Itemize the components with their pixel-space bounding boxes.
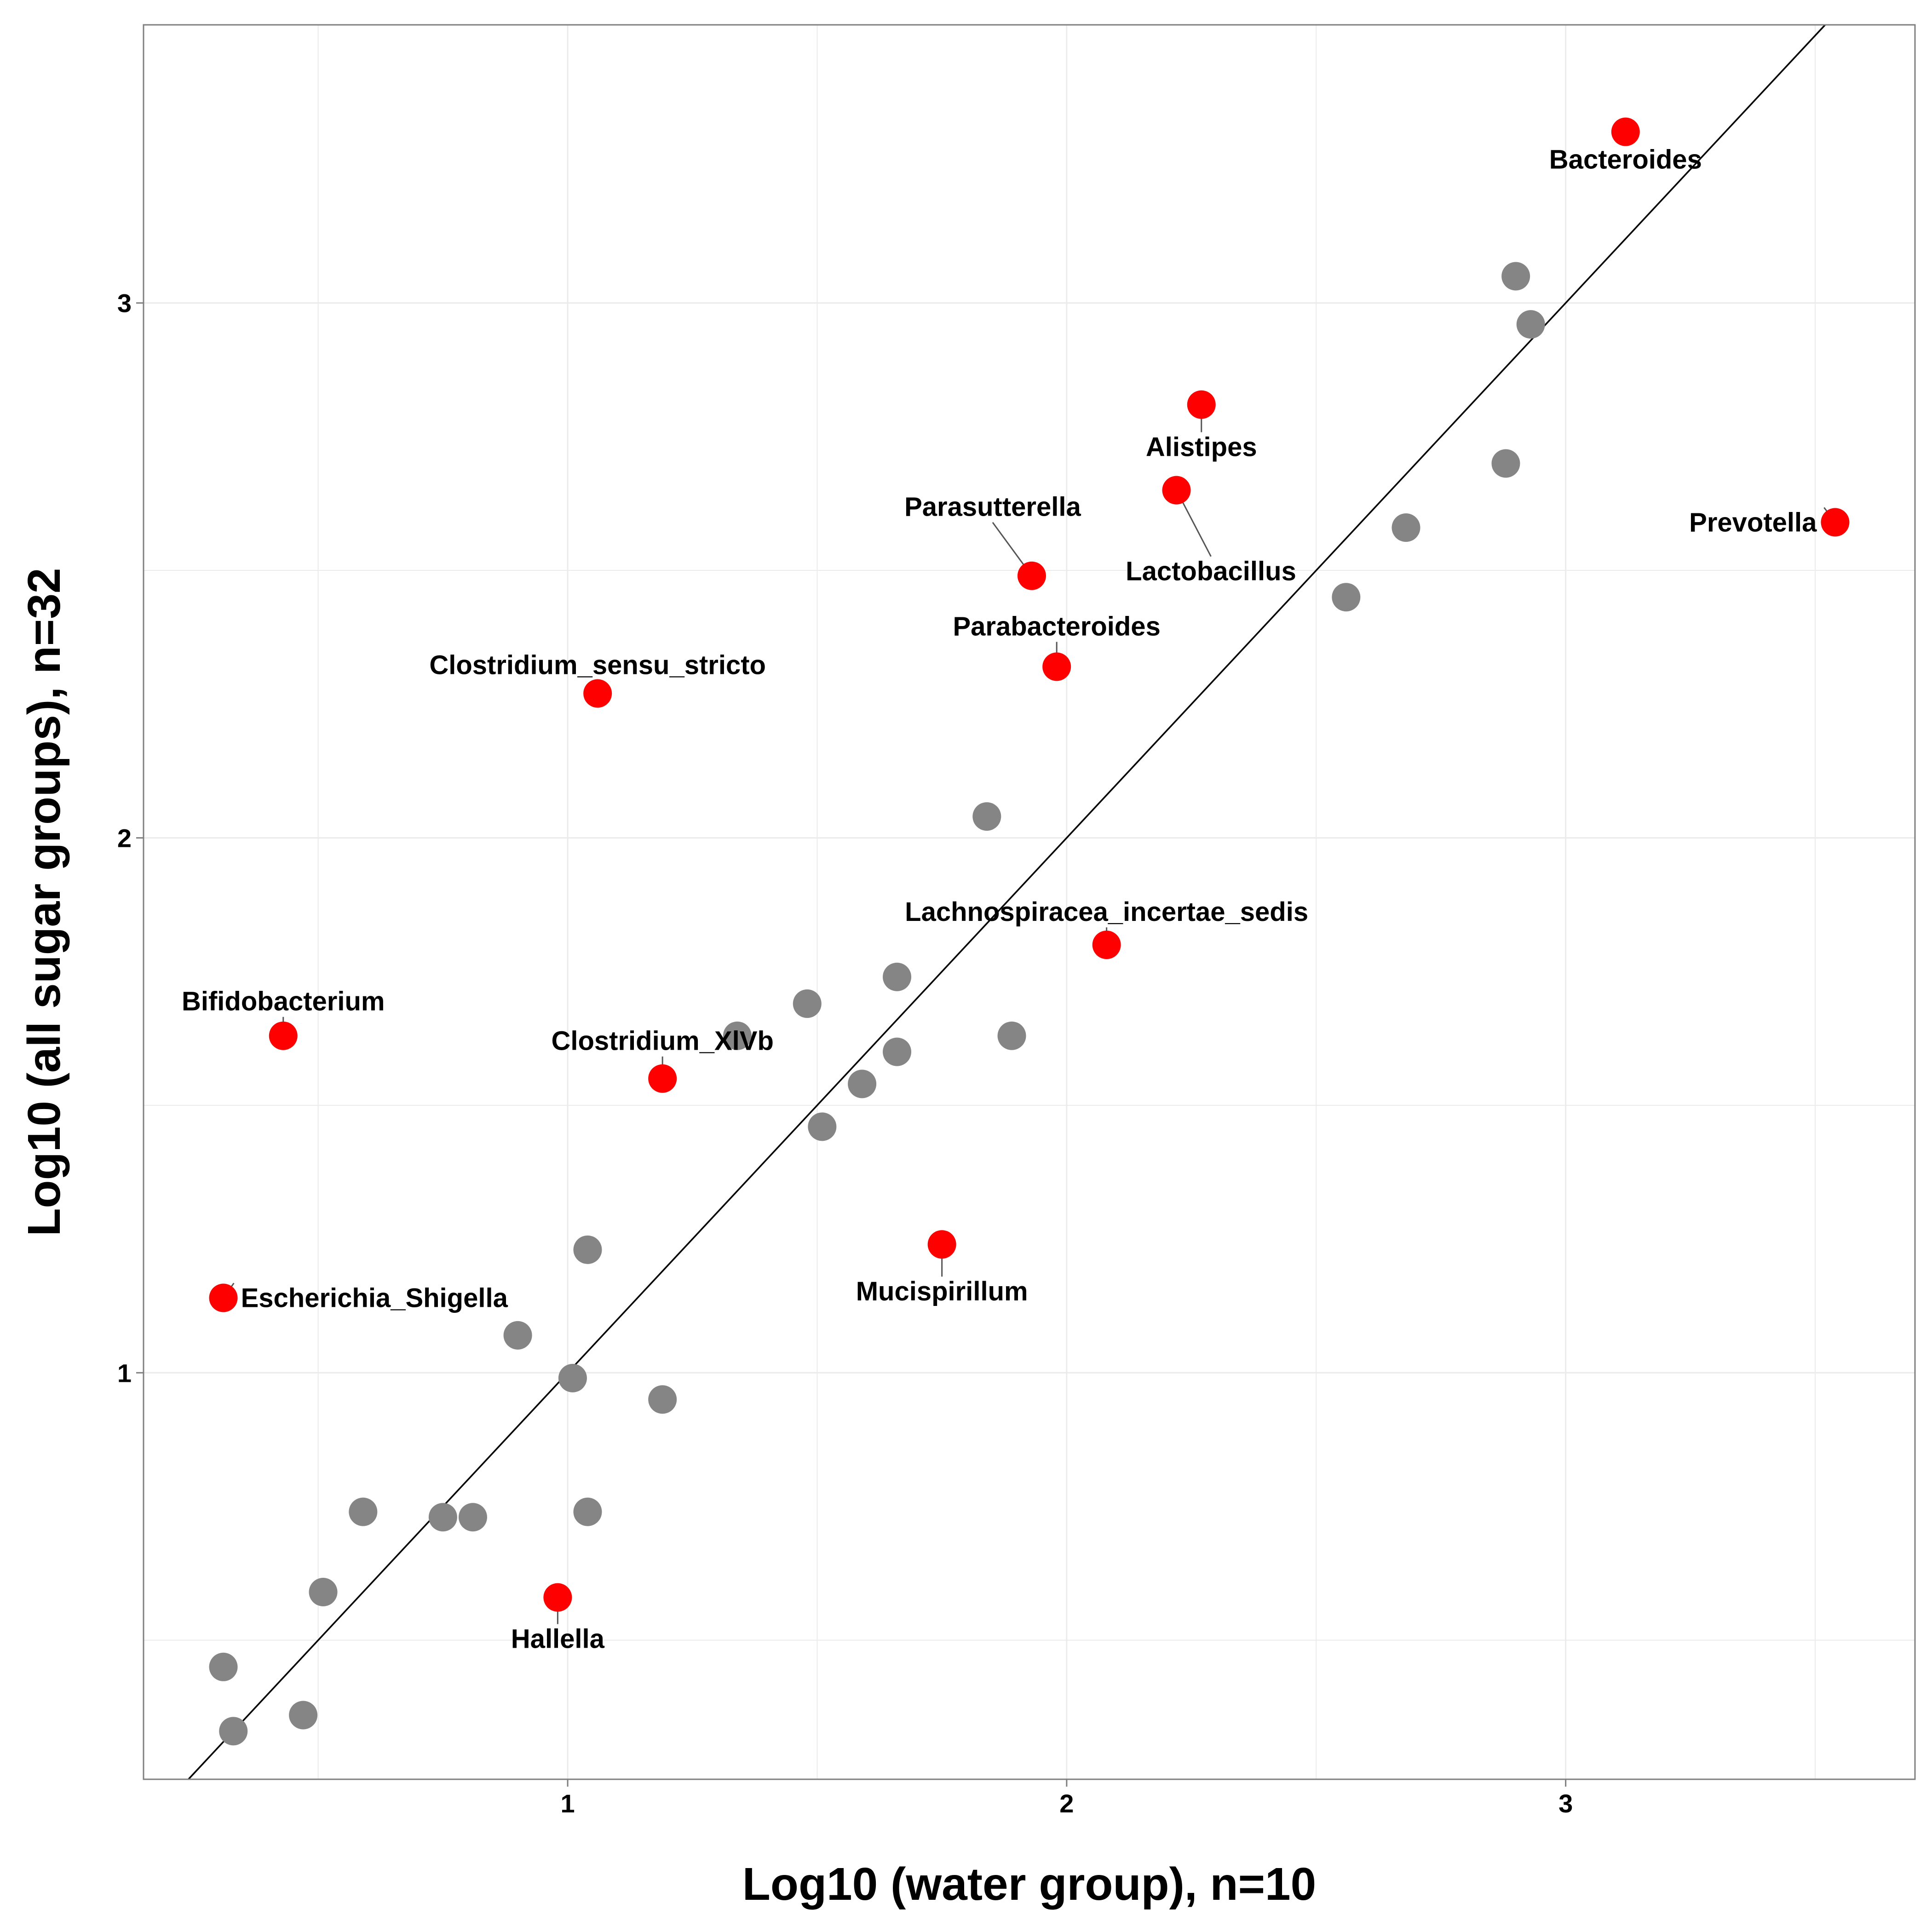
background-point [883,962,912,991]
background-point [573,1497,602,1526]
highlighted-point [1187,390,1216,419]
background-points [209,262,1545,1746]
background-point [648,1385,677,1414]
point-label: Parabacteroides [953,611,1160,641]
background-point [503,1321,532,1350]
highlighted-point [648,1064,677,1093]
background-point [723,1021,752,1050]
background-point [573,1235,602,1264]
highlighted-point [1042,652,1071,681]
background-point [428,1503,457,1532]
background-point [1516,310,1545,339]
background-point [1491,449,1520,478]
background-point [1332,583,1361,612]
point-label: Clostridium_XlVb [551,1026,773,1056]
point-label: Prevotella [1689,507,1817,537]
highlighted-point [543,1583,572,1612]
point-label: Bifidobacterium [182,987,385,1017]
highlighted-point [583,679,612,708]
background-point [1501,262,1530,291]
highlighted-point [1821,508,1850,537]
x-axis-ticks: 1 2 3 [560,1779,1573,1818]
highlighted-point [269,1021,298,1050]
highlighted-points [209,117,1850,1612]
point-label: Lachnospiracea_incertae_sedis [905,897,1308,927]
y-tick-label: 1 [117,1358,132,1387]
background-point [219,1717,248,1746]
background-point [972,802,1001,831]
y-axis-title: Log10 (all sugar groups), n=32 [18,568,70,1236]
minor-gridlines [144,25,1915,1779]
background-point [808,1112,837,1141]
x-axis-title: Log10 (water group), n=10 [742,1858,1316,1910]
point-label: Clostridium_sensu_stricto [429,650,766,680]
background-point [458,1503,487,1532]
reference-line [188,24,1826,1780]
x-tick-label: 2 [1059,1789,1074,1818]
background-point [309,1578,338,1607]
background-point [793,989,822,1018]
point-label: Escherichia_Shigella [241,1283,508,1313]
highlighted-point [1092,931,1121,960]
x-tick-label: 3 [1558,1789,1573,1818]
highlighted-point [1017,561,1046,590]
panel-border [143,24,1916,1780]
point-label: Parasutterella [904,492,1081,522]
point-label: Lactobacillus [1126,557,1296,586]
highlighted-point [1611,117,1640,146]
point-labels: Bacteroides Alistipes Prevotella Lactobacil… [182,145,1817,1654]
point-label: Mucispirillum [856,1276,1028,1306]
background-point [349,1497,378,1526]
point-label: Alistipes [1146,432,1257,462]
y-tick-label: 3 [117,289,132,318]
y-tick-label: 2 [117,823,132,852]
y-axis-ticks: 1 2 3 [117,289,144,1387]
background-point [209,1652,238,1681]
background-point [997,1021,1026,1050]
highlighted-point [1162,476,1191,505]
background-point [883,1037,912,1066]
background-point [289,1701,318,1730]
background-point [848,1070,877,1098]
highlighted-point [927,1230,956,1259]
background-point [1392,513,1420,542]
reference-line-layer [188,24,1826,1780]
x-tick-label: 1 [560,1789,575,1818]
point-label: Bacteroides [1549,145,1702,175]
point-label: Hallella [511,1624,605,1654]
background-point [558,1363,587,1392]
major-gridlines [144,25,1915,1779]
highlighted-point [209,1283,238,1312]
